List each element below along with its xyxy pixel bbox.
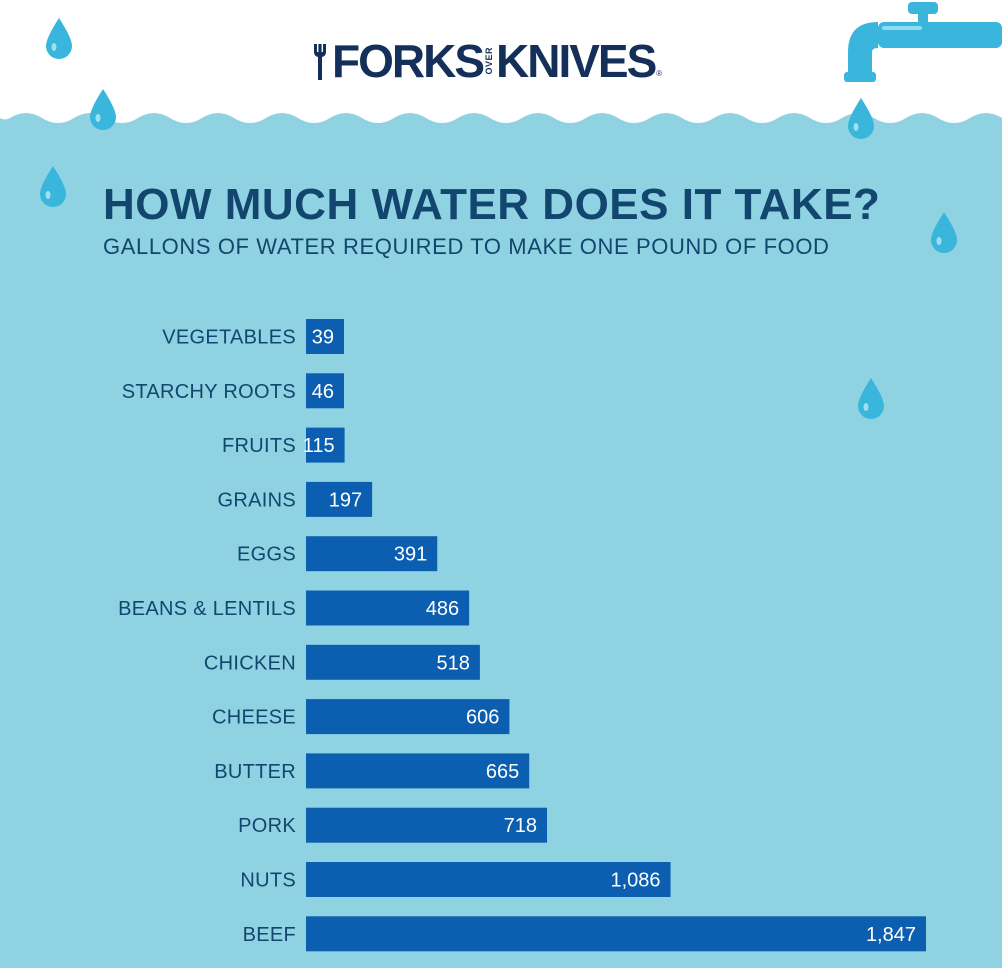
category-label: FRUITS <box>222 435 296 457</box>
value-label: 718 <box>504 815 537 837</box>
category-label: BUTTER <box>214 761 296 783</box>
value-label: 1,086 <box>610 870 660 892</box>
chart-subtitle: GALLONS OF WATER REQUIRED TO MAKE ONE PO… <box>103 234 830 259</box>
bar <box>306 753 530 789</box>
chart-title: HOW MUCH WATER DOES IT TAKE? <box>103 180 881 229</box>
category-label: EGGS <box>237 544 296 566</box>
bar-chart: VEGETABLES 39 STARCHY ROOTS 46 FRUITS 115 GRAI… <box>118 319 926 952</box>
value-label: 391 <box>394 544 427 566</box>
value-label: 115 <box>303 435 335 457</box>
water-drop-icon <box>848 98 874 139</box>
value-label: 1,847 <box>866 924 916 946</box>
category-label: VEGETABLES <box>162 327 296 349</box>
category-label: GRAINS <box>218 489 296 511</box>
bar <box>306 916 926 952</box>
bar <box>306 590 470 626</box>
bar <box>306 481 373 517</box>
category-label: CHICKEN <box>204 652 296 674</box>
value-label: 665 <box>486 761 519 783</box>
water-drop-icon <box>40 166 66 207</box>
faucet-icon <box>844 2 1002 82</box>
value-label: 197 <box>329 489 362 511</box>
bar <box>306 427 345 463</box>
bar <box>306 699 510 735</box>
forks-over-knives-logo: FORKS OVER KNIVES ® <box>312 36 662 86</box>
registered-mark: ® <box>656 69 663 78</box>
bar <box>306 862 671 897</box>
value-label: 518 <box>437 652 470 674</box>
category-label: NUTS <box>240 870 296 892</box>
category-label: BEANS & LENTILS <box>118 598 296 620</box>
bar <box>306 807 548 843</box>
wave-header-band <box>0 0 1002 123</box>
fork-knife-logo-icon <box>314 44 326 80</box>
logo-word-over: OVER <box>484 47 494 75</box>
bar <box>306 536 438 572</box>
water-drop-icon <box>858 378 884 419</box>
bar <box>306 644 480 680</box>
logo-word-forks: FORKS <box>332 35 485 87</box>
value-label: 46 <box>312 381 334 403</box>
water-drop-icon <box>931 212 957 253</box>
water-drop-icon <box>90 89 116 130</box>
value-label: 486 <box>426 598 459 620</box>
logo-word-knives: KNIVES <box>496 35 657 87</box>
category-label: PORK <box>238 815 296 837</box>
water-drop-icon <box>46 18 72 59</box>
category-label: STARCHY ROOTS <box>122 381 296 403</box>
category-label: CHEESE <box>212 707 296 729</box>
value-label: 606 <box>466 707 499 729</box>
value-label: 39 <box>312 327 334 349</box>
bar <box>306 319 344 354</box>
category-label: BEEF <box>243 924 296 946</box>
bar <box>306 373 344 409</box>
